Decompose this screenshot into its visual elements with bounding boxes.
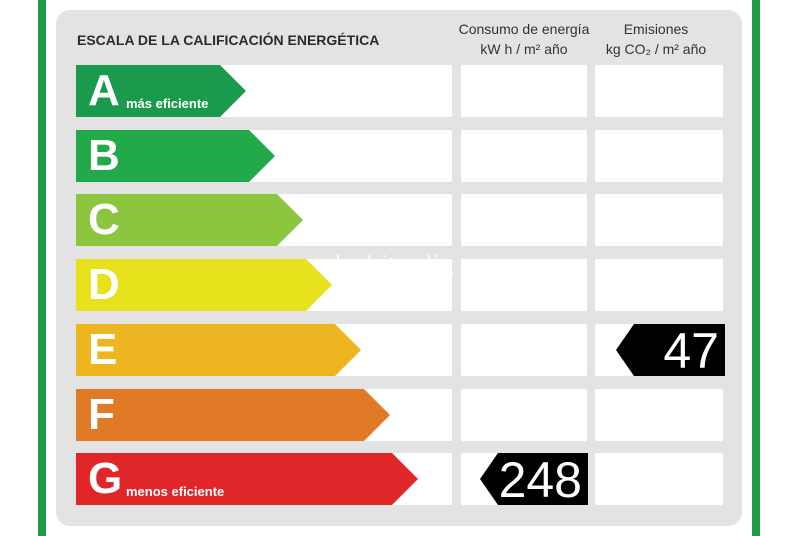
right-green-border: [752, 0, 760, 536]
class-letter: D: [88, 260, 120, 309]
energy-cell-b: [461, 130, 587, 182]
class-letter: F: [88, 390, 115, 439]
class-arrow-shape: [76, 453, 418, 505]
emissions-cell-f: [595, 389, 723, 441]
left-green-border: [38, 0, 46, 536]
emissions-cell-a: [595, 65, 723, 117]
energy-cell-e: [461, 324, 587, 376]
class-letter: A: [88, 66, 120, 115]
energy-cell-c: [461, 194, 587, 246]
emissions-column-header: Emisiones kg CO₂ / m² año: [594, 19, 718, 59]
energy-cell-d: [461, 259, 587, 311]
energy-header-line2: kW h / m² año: [480, 41, 568, 57]
emissions-cell-d: [595, 259, 723, 311]
class-note: menos eficiente: [126, 484, 225, 499]
class-arrow-shape: [76, 259, 332, 311]
class-arrow-b: B: [76, 130, 275, 182]
watermark: habitaclia: [335, 250, 455, 280]
class-arrow-shape: [76, 324, 361, 376]
energy-cell-f: [461, 389, 587, 441]
emissions-value-tag: 47: [616, 323, 725, 379]
class-arrow-shape: [76, 194, 303, 246]
class-arrow-c: C: [76, 194, 303, 246]
class-arrow-shape: [76, 389, 390, 441]
class-arrow-d: D: [76, 259, 332, 311]
class-letter: G: [88, 454, 123, 503]
emissions-value: 47: [663, 323, 719, 379]
class-arrow-e: E: [76, 324, 361, 376]
scale-title: ESCALA DE LA CALIFICACIÓN ENERGÉTICA: [77, 32, 380, 48]
emissions-cell-b: [595, 130, 723, 182]
emissions-header-line1: Emisiones: [623, 21, 689, 37]
emissions-header-line2: kg CO₂ / m² año: [605, 41, 707, 57]
energy-value: 248: [498, 452, 582, 508]
energy-column-header: Consumo de energía kW h / m² año: [456, 19, 592, 59]
value-tag-shape: [480, 453, 588, 505]
class-note: más eficiente: [126, 96, 209, 111]
value-tag-shape: [616, 324, 725, 376]
energy-value-tag: 248: [480, 452, 588, 508]
energy-header-line1: Consumo de energía: [458, 21, 590, 37]
class-letter: E: [88, 325, 118, 374]
energy-cell-a: [461, 65, 587, 117]
class-letter: C: [88, 195, 120, 244]
class-arrow-shape: [76, 65, 246, 117]
emissions-cell-c: [595, 194, 723, 246]
class-arrow-shape: [76, 130, 275, 182]
class-letter: B: [88, 131, 120, 180]
emissions-cell-g: [595, 453, 723, 505]
class-arrow-f: F: [76, 389, 390, 441]
